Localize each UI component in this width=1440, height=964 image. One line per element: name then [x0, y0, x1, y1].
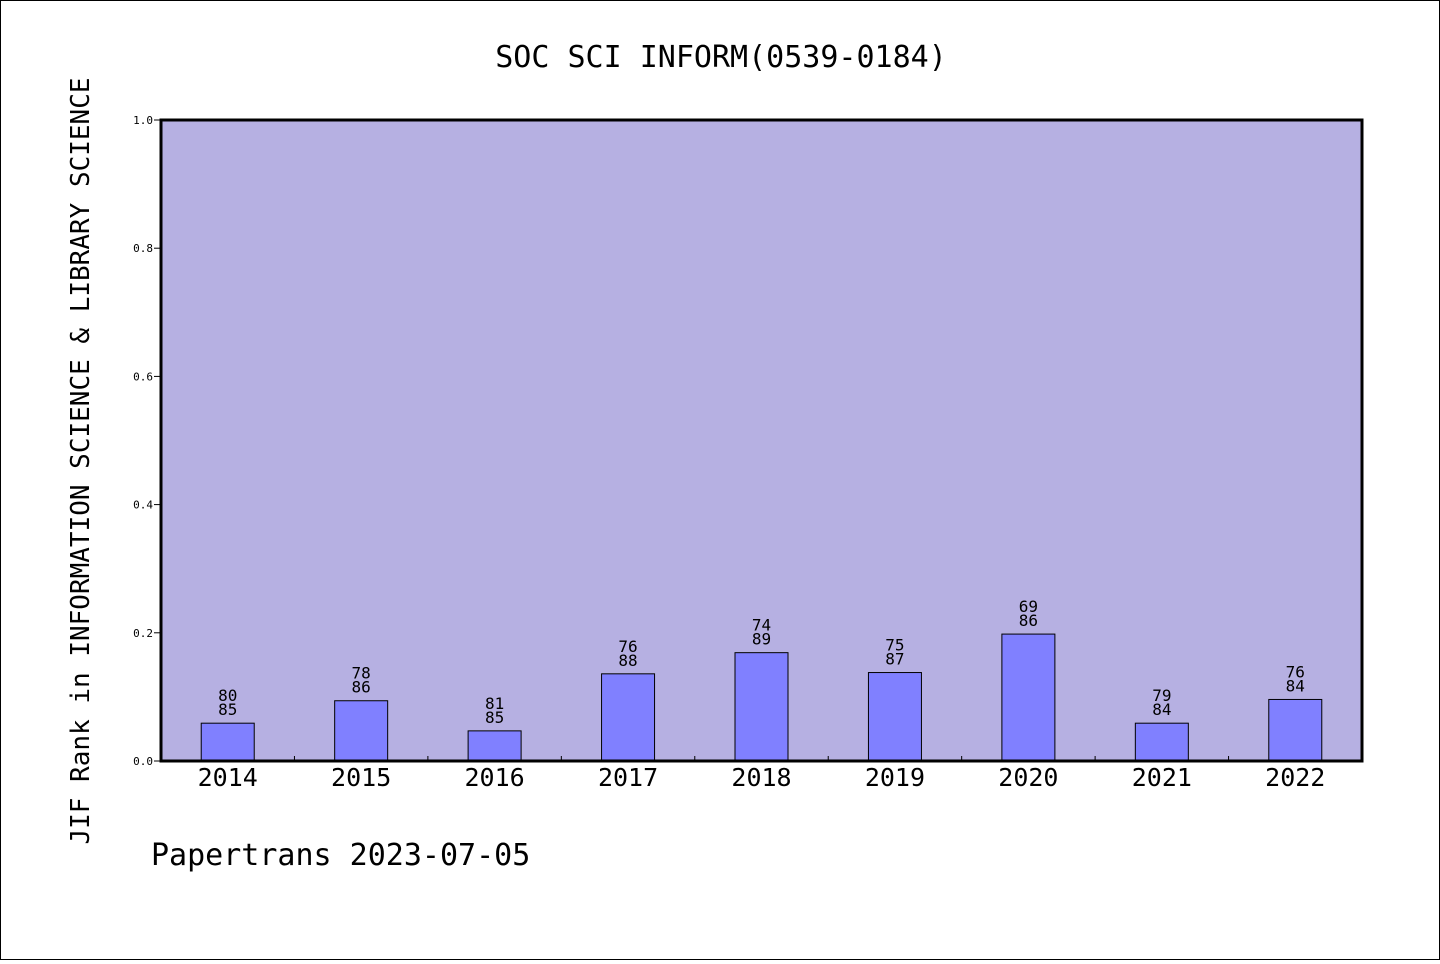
- bar-total-label: 87: [885, 650, 904, 669]
- bar-2021: [1134, 722, 1189, 762]
- plot-border: [159, 118, 1364, 763]
- bar-2015: [334, 700, 389, 762]
- bar-total-label: 84: [1152, 700, 1171, 719]
- x-tick-label: 2022: [1265, 763, 1325, 792]
- x-tick-label: 2014: [198, 763, 258, 792]
- y-tick-label: 1.0: [133, 114, 153, 127]
- y-tick-label: 0.4: [133, 499, 153, 512]
- x-tick-label: 2015: [331, 763, 391, 792]
- bar-rank-label: 81: [485, 694, 504, 713]
- chart-title: SOC SCI INFORM(0539-0184): [495, 40, 947, 75]
- bar-2022: [1268, 698, 1323, 762]
- bar-2017: [601, 673, 656, 762]
- bar-2016: [467, 730, 522, 762]
- bar-total-label: 85: [218, 700, 237, 719]
- bar-rank-label: 74: [752, 616, 771, 635]
- bar-total-label: 84: [1286, 676, 1305, 695]
- x-tick-label: 2017: [598, 763, 658, 792]
- x-tick-label: 2021: [1132, 763, 1192, 792]
- bar-rank-label: 75: [885, 636, 904, 655]
- bar-total-label: 88: [618, 651, 637, 670]
- y-tick-label: 0.6: [133, 370, 153, 383]
- bars: 8085201478862015818520167688201774892018…: [198, 597, 1326, 792]
- y-axis-label: JIF Rank in INFORMATION SCIENCE & LIBRAR…: [66, 77, 96, 844]
- y-axis-ticks: 0.0 0.2 0.4 0.6 0.8 1.0: [133, 114, 161, 768]
- x-tick-label: 2019: [865, 763, 925, 792]
- bar-total-label: 86: [1019, 611, 1038, 630]
- bar-rank-label: 69: [1019, 597, 1038, 616]
- bar-total-label: 89: [752, 630, 771, 649]
- x-tick-label: 2016: [465, 763, 525, 792]
- bar-2018: [734, 652, 789, 762]
- bar-2020: [1001, 633, 1056, 762]
- y-tick-label: 0.8: [133, 242, 153, 255]
- bar-rank-label: 76: [1286, 662, 1305, 681]
- x-tick-label: 2018: [731, 763, 791, 792]
- bar-rank-label: 80: [218, 686, 237, 705]
- bar-rank-label: 78: [352, 664, 371, 683]
- x-tick-label: 2020: [998, 763, 1058, 792]
- y-tick-label: 0.0: [133, 755, 153, 768]
- bar-2014: [200, 722, 255, 762]
- bar-2019: [867, 672, 922, 762]
- bar-rank-label: 76: [618, 637, 637, 656]
- bar-total-label: 85: [485, 708, 504, 727]
- bar-rank-label: 79: [1152, 686, 1171, 705]
- footer-text: Papertrans 2023-07-05: [151, 838, 530, 873]
- bar-total-label: 86: [352, 678, 371, 697]
- y-tick-label: 0.2: [133, 627, 153, 640]
